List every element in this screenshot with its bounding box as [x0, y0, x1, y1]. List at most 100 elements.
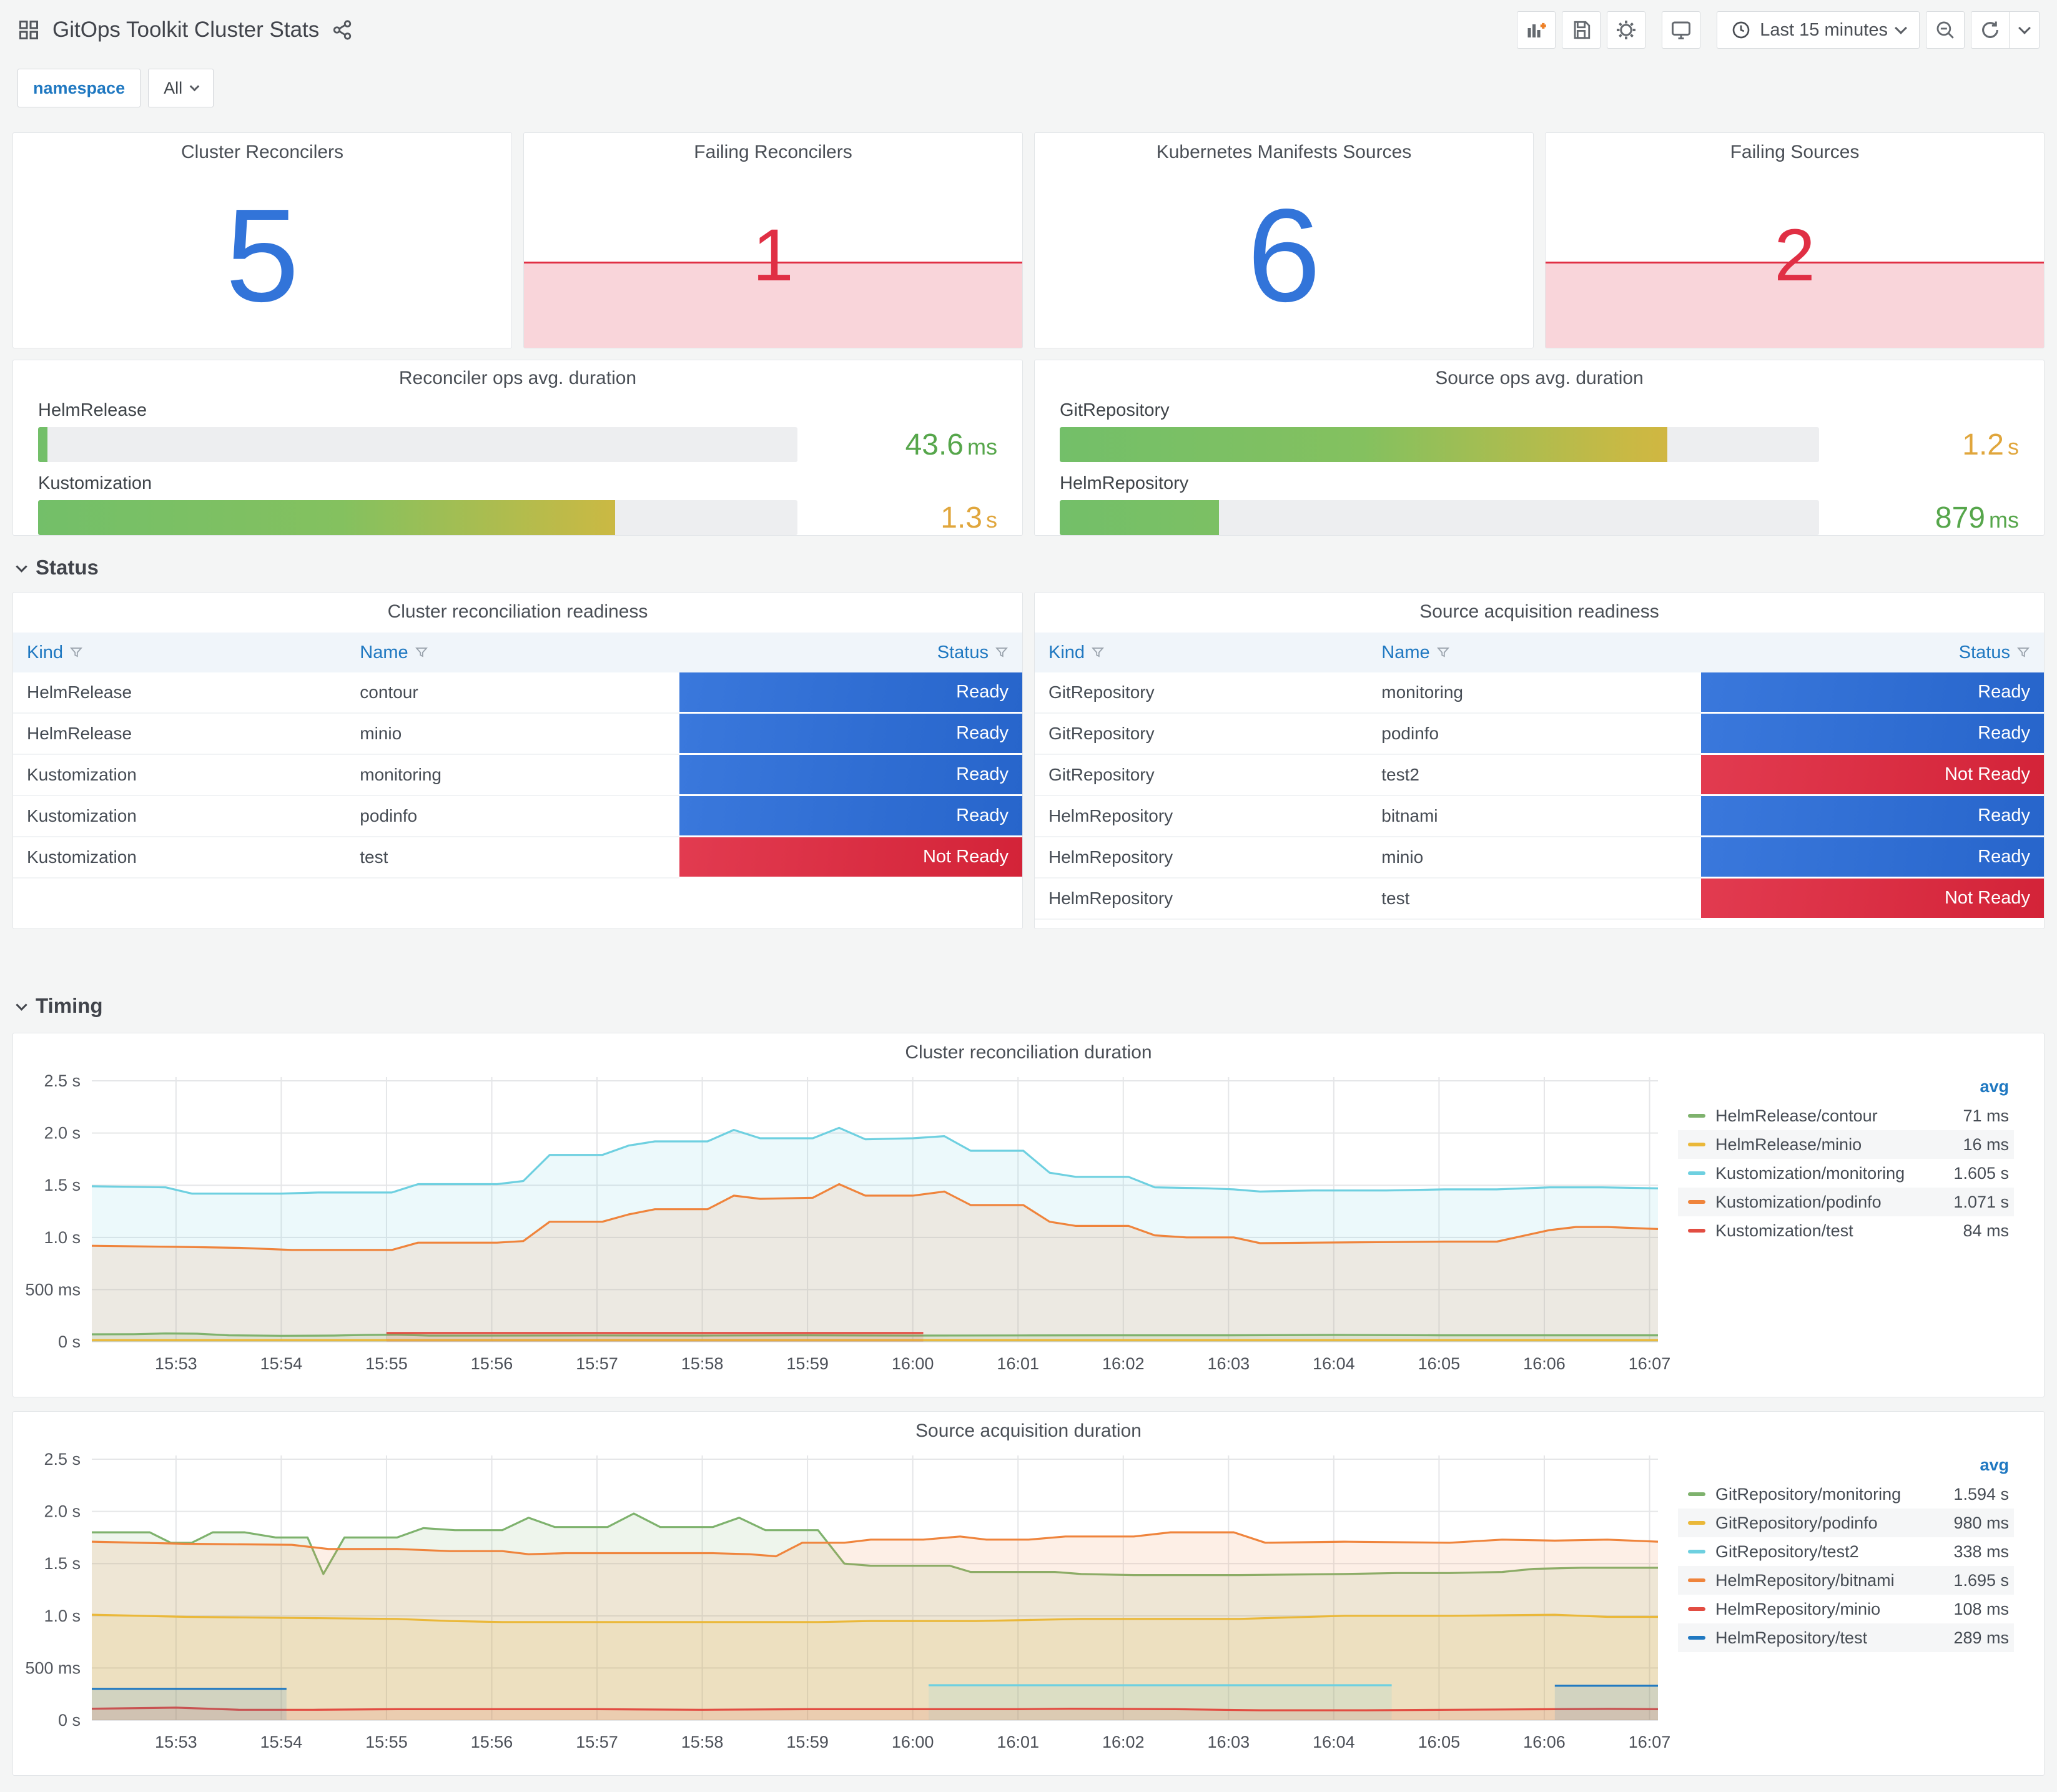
legend-series-avg: 71 ms [1963, 1106, 2009, 1125]
x-axis-tick: 15:53 [155, 1354, 197, 1373]
cell-name: test2 [1368, 755, 1701, 796]
time-range-picker[interactable]: Last 15 minutes [1717, 11, 1920, 49]
x-axis-tick: 16:04 [1313, 1733, 1355, 1751]
table-row: Kustomization podinfo Ready [13, 796, 1022, 837]
legend-row[interactable]: GitRepository/monitoring 1.594 s [1678, 1480, 2014, 1509]
x-axis-tick: 15:55 [365, 1733, 408, 1751]
variable-namespace-label[interactable]: namespace [17, 69, 141, 107]
legend-series-avg: 338 ms [1953, 1542, 2009, 1561]
legend-row[interactable]: Kustomization/test 84 ms [1678, 1216, 2014, 1245]
readiness-table: Kind Name Status GitRepository monitoring Rea… [1035, 633, 2044, 920]
y-axis-tick: 0 s [58, 1332, 81, 1351]
tv-mode-button[interactable] [1662, 11, 1701, 49]
column-header-kind[interactable]: Kind [1035, 642, 1368, 663]
x-axis-tick: 15:56 [471, 1354, 513, 1373]
dashboard-grid-icon[interactable] [17, 19, 40, 41]
gauge-value-unit: s [2008, 433, 2019, 460]
legend-series-name: HelmRepository/bitnami [1715, 1570, 1895, 1590]
x-axis-tick: 16:05 [1418, 1733, 1461, 1751]
column-header-status[interactable]: Status [679, 642, 1022, 663]
y-axis-tick: 2.0 s [44, 1124, 81, 1143]
stat-panel-title: Failing Reconcilers [694, 142, 852, 162]
series-area-GitRepository/test2 [929, 1685, 1392, 1720]
legend-avg-header[interactable]: avg [1980, 1077, 2009, 1096]
stat-panel: Cluster Reconcilers 5 [12, 132, 512, 348]
cell-name: bitnami [1368, 796, 1701, 837]
series-area-HelmRepository/test [92, 1688, 287, 1720]
legend-row[interactable]: HelmRelease/minio 16 ms [1678, 1130, 2014, 1159]
series-line-HelmRepository/minio [91, 1706, 1659, 1711]
legend-series-avg: 1.071 s [1953, 1192, 2009, 1211]
y-axis-tick: 2.5 s [44, 1450, 81, 1469]
legend-row[interactable]: GitRepository/test2 338 ms [1678, 1537, 2014, 1566]
table-header-row: Kind Name Status [13, 633, 1022, 672]
gauge-fill [1060, 500, 1220, 535]
time-series-plot[interactable]: 0 s 500 ms 1.0 s 1.5 s 2.0 s 2.5 s 15:53 15:54 1… [17, 1445, 1672, 1758]
legend-row[interactable]: GitRepository/podinfo 980 ms [1678, 1509, 2014, 1537]
filter-icon[interactable] [1091, 646, 1105, 659]
x-axis-tick: 16:03 [1208, 1354, 1250, 1373]
zoom-out-button[interactable] [1926, 11, 1965, 49]
x-axis-tick: 16:07 [1629, 1733, 1671, 1751]
section-row-timing[interactable]: Timing [16, 992, 2040, 1020]
x-axis-tick: 16:05 [1418, 1354, 1461, 1373]
gauge-track [38, 427, 797, 462]
legend-series-color [1688, 1550, 1705, 1553]
column-header-kind[interactable]: Kind [13, 642, 346, 663]
stat-sparkline [524, 262, 1022, 348]
y-axis-tick: 2.0 s [44, 1502, 81, 1521]
legend-row[interactable]: HelmRepository/minio 108 ms [1678, 1595, 2014, 1623]
variable-namespace-select[interactable]: All [148, 69, 214, 107]
refresh-interval-button[interactable] [2010, 11, 2040, 49]
status-cell: Ready [1700, 837, 2044, 879]
gauge-value-number: 879 [1935, 501, 1985, 534]
series-area-Kustomization/podinfo [92, 1184, 1658, 1342]
column-header-name[interactable]: Name [1368, 642, 1700, 663]
legend-series-avg: 84 ms [1963, 1221, 2009, 1240]
gauge-fill [38, 427, 47, 462]
column-header-name[interactable]: Name [346, 642, 679, 663]
legend-row[interactable]: Kustomization/monitoring 1.605 s [1678, 1159, 2014, 1188]
series-area-HelmRepository/test [1554, 1685, 1658, 1720]
gauge-row: 43.6 ms [38, 427, 997, 462]
x-axis-tick: 16:06 [1523, 1354, 1566, 1373]
legend-row[interactable]: HelmRepository/test 289 ms [1678, 1623, 2014, 1652]
x-axis-tick: 16:04 [1313, 1354, 1355, 1373]
legend-row[interactable]: HelmRelease/contour 71 ms [1678, 1101, 2014, 1130]
legend-row[interactable]: Kustomization/podinfo 1.071 s [1678, 1188, 2014, 1216]
x-axis-tick: 15:59 [786, 1354, 829, 1373]
filter-icon[interactable] [2016, 646, 2030, 659]
dashboard-header: GitOps Toolkit Cluster Stats [0, 0, 2057, 60]
legend-series-name: HelmRepository/minio [1715, 1599, 1881, 1618]
save-dashboard-button[interactable] [1562, 11, 1601, 49]
filter-icon[interactable] [69, 646, 83, 659]
column-header-status[interactable]: Status [1701, 642, 2044, 663]
chart-body: 0 s 500 ms 1.0 s 1.5 s 2.0 s 2.5 s 15:53 15:54 1… [13, 1442, 2044, 1758]
add-panel-button[interactable] [1517, 11, 1556, 49]
table-panel: Source acquisition readiness Kind Name Stat… [1034, 592, 2045, 929]
legend-series-color [1688, 1143, 1705, 1146]
series-line-Kustomization/podinfo [91, 1183, 1659, 1251]
filter-icon[interactable] [1436, 646, 1450, 659]
series-area-HelmRepository/bitnami [92, 1532, 1658, 1720]
legend-avg-header[interactable]: avg [1980, 1455, 2009, 1474]
time-series-plot[interactable]: 0 s 500 ms 1.0 s 1.5 s 2.0 s 2.5 s 15:53 15:54 1… [17, 1067, 1672, 1379]
gauge-track [1060, 427, 1819, 462]
section-title-timing: Timing [36, 994, 103, 1017]
cell-kind: HelmRepository [1035, 796, 1368, 837]
chart-body: 0 s 500 ms 1.0 s 1.5 s 2.0 s 2.5 s 15:53 15:54 1… [13, 1063, 2044, 1379]
status-cell: Ready [679, 796, 1022, 837]
cell-kind: GitRepository [1035, 714, 1368, 755]
gauge-panel-title: Source ops avg. duration [1435, 368, 1644, 388]
filter-icon[interactable] [415, 646, 428, 659]
table-row: GitRepository test2 Not Ready [1035, 755, 2044, 796]
legend-row[interactable]: HelmRepository/bitnami 1.695 s [1678, 1566, 2014, 1595]
cell-kind: HelmRepository [1035, 879, 1368, 920]
gauge-value-number: 1.2 [1962, 428, 2004, 461]
dashboard-settings-button[interactable] [1607, 11, 1646, 49]
share-icon[interactable] [332, 19, 353, 41]
refresh-button[interactable] [1971, 11, 2010, 49]
filter-icon[interactable] [995, 646, 1009, 659]
table-row: GitRepository monitoring Ready [1035, 672, 2044, 714]
section-row-status[interactable]: Status [16, 553, 2040, 582]
